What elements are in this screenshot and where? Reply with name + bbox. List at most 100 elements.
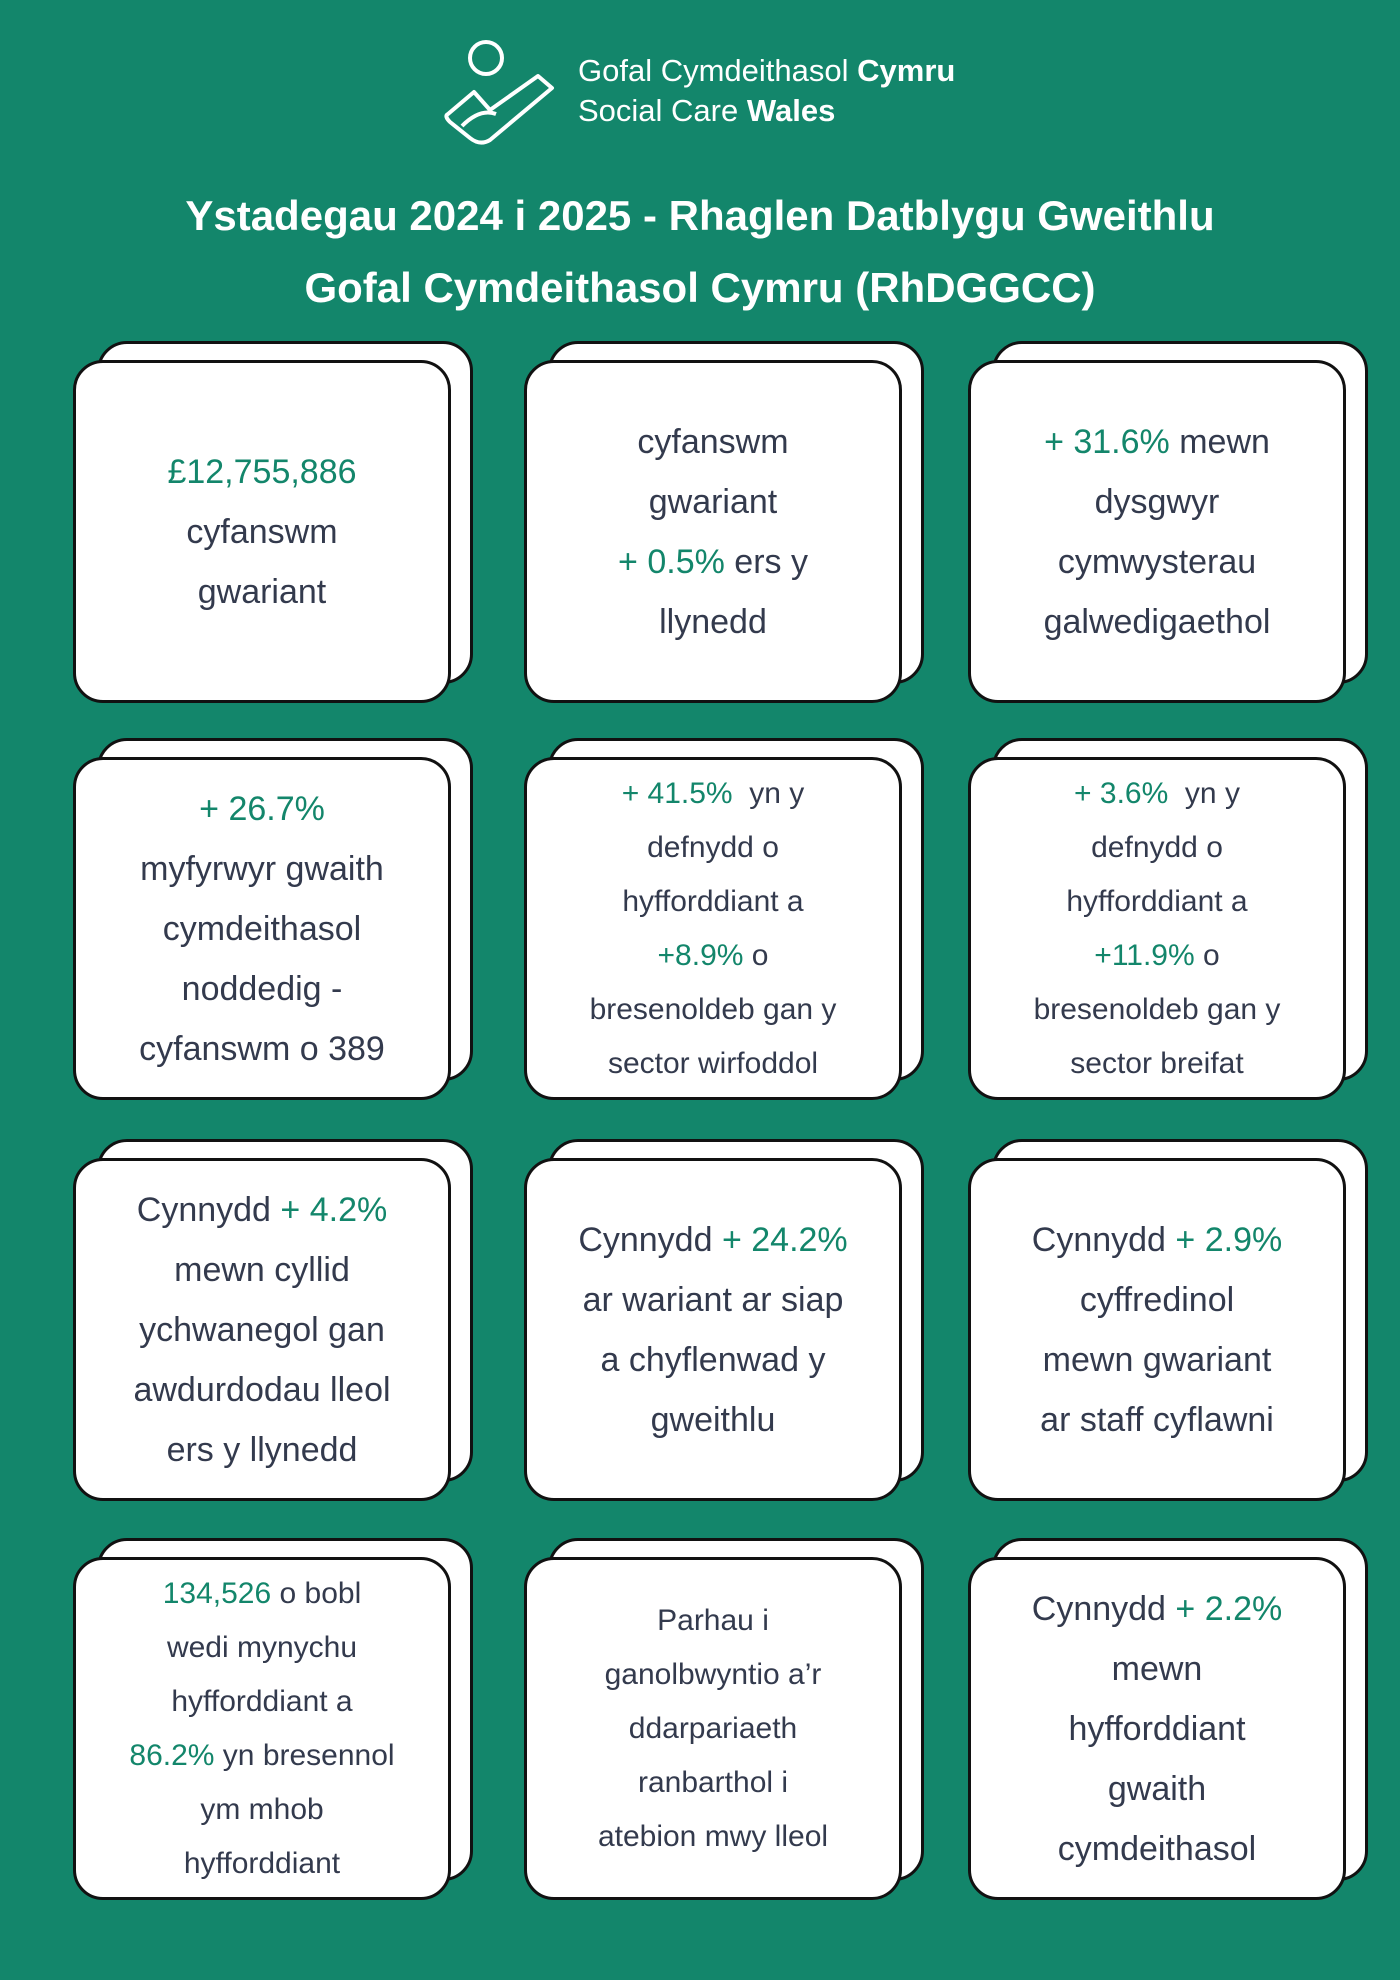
- card-line: sector wirfoddol: [608, 1037, 818, 1091]
- card-line: sector breifat: [1070, 1037, 1243, 1091]
- card-text: gwariant: [648, 482, 778, 521]
- card-line: cymwysterau: [1058, 532, 1256, 592]
- card-text: Cynnydd: [578, 1220, 722, 1259]
- card-body: Cynnydd + 4.2% mewn cyllid ychwanegol gan a…: [73, 1158, 451, 1501]
- highlight-stat: + 31.6%: [1044, 422, 1170, 461]
- page-title: Ystadegau 2024 i 2025 - Rhaglen Datblygu…: [0, 180, 1400, 324]
- stat-card: 134,526 o bobl wedi mynychu hyfforddiant a…: [73, 1538, 473, 1900]
- card-text: mewn cyllid: [174, 1250, 350, 1289]
- card-body: Cynnydd + 24.2% ar wariant ar siap a chyfl…: [524, 1158, 902, 1501]
- logo-text: Gofal Cymdeithasol Cymru Social Care Wal…: [578, 51, 955, 131]
- card-text: o: [1194, 938, 1220, 972]
- card-line: hyfforddiant a: [1066, 875, 1247, 929]
- card-line: a chyflenwad y: [601, 1330, 826, 1390]
- highlight-stat: + 24.2%: [721, 1220, 848, 1259]
- card-text: wedi mynychu: [166, 1630, 358, 1664]
- card-line: + 0.5% ers y: [618, 532, 808, 592]
- card-body: cyfanswm gwariant + 0.5% ers y llynedd: [524, 360, 902, 703]
- card-text: gwaith: [1107, 1769, 1207, 1808]
- highlight-stat: + 3.6%: [1074, 776, 1169, 810]
- card-text: ers y: [724, 542, 808, 581]
- stat-card: + 31.6% mewn dysgwyr cymwysterau galwedigae…: [968, 341, 1368, 703]
- card-text: yn y: [1168, 776, 1240, 810]
- card-line: noddedig -: [182, 959, 343, 1019]
- card-text: gwariant: [197, 572, 327, 611]
- card-body: £12,755,886 cyfanswm gwariant: [73, 360, 451, 703]
- card-body: + 31.6% mewn dysgwyr cymwysterau galwedigae…: [968, 360, 1346, 703]
- stat-card: Cynnydd + 4.2% mewn cyllid ychwanegol gan a…: [73, 1139, 473, 1501]
- card-text: defnydd o: [1091, 830, 1223, 864]
- card-line: cymdeithasol: [163, 899, 361, 959]
- card-line: hyfforddiant a: [171, 1675, 352, 1729]
- card-line: defnydd o: [647, 821, 779, 875]
- stat-card: + 41.5% yn y defnydd o hyfforddiant a +8.9%…: [524, 738, 924, 1100]
- card-text: hyfforddiant a: [622, 884, 804, 918]
- card-text: hyfforddiant a: [1066, 884, 1248, 918]
- card-line: + 3.6% yn y: [1074, 767, 1240, 821]
- card-text: mewn: [1169, 422, 1270, 461]
- title-line-1: Ystadegau 2024 i 2025 - Rhaglen Datblygu…: [185, 192, 1215, 239]
- card-line: ar wariant ar siap: [583, 1270, 844, 1330]
- card-text: ar staff cyflawni: [1040, 1400, 1274, 1439]
- card-text: sector breifat: [1070, 1046, 1244, 1080]
- card-line: 134,526 o bobl: [163, 1567, 362, 1621]
- card-text: cyfanswm: [186, 512, 338, 551]
- logo-line2-bold: Wales: [746, 93, 836, 128]
- card-text: ranbarthol i: [637, 1765, 789, 1799]
- card-line: gwariant: [649, 472, 778, 532]
- card-text: defnydd o: [647, 830, 779, 864]
- card-line: ychwanegol gan: [139, 1300, 385, 1360]
- card-text: ychwanegol gan: [139, 1310, 385, 1349]
- card-line: bresenoldeb gan y: [1034, 983, 1281, 1037]
- card-line: ranbarthol i: [638, 1756, 788, 1810]
- card-text: mewn gwariant: [1042, 1340, 1272, 1379]
- stat-card: + 26.7% myfyrwyr gwaith cymdeithasol nodded…: [73, 738, 473, 1100]
- highlight-stat: £12,755,886: [167, 452, 357, 491]
- stat-card: + 3.6% yn y defnydd o hyfforddiant a +11.9%…: [968, 738, 1368, 1100]
- stat-card: cyfanswm gwariant + 0.5% ers y llynedd: [524, 341, 924, 703]
- card-line: gwaith: [1108, 1759, 1206, 1819]
- card-line: mewn gwariant: [1043, 1330, 1272, 1390]
- card-text: cymwysterau: [1057, 542, 1257, 581]
- social-care-wales-logo: Gofal Cymdeithasol Cymru Social Care Wal…: [440, 36, 980, 146]
- title-line-2: Gofal Cymdeithasol Cymru (RhDGGCC): [304, 264, 1096, 311]
- highlight-stat: + 2.9%: [1175, 1220, 1283, 1259]
- card-line: + 26.7%: [199, 779, 325, 839]
- card-text: mewn: [1111, 1649, 1203, 1688]
- card-line: hyfforddiant a: [622, 875, 803, 929]
- card-text: ar wariant ar siap: [582, 1280, 844, 1319]
- card-line: 86.2% yn bresennol: [129, 1729, 394, 1783]
- card-line: cyffredinol: [1080, 1270, 1234, 1330]
- highlight-stat: 134,526: [162, 1576, 272, 1610]
- card-line: ym mhob: [200, 1783, 323, 1837]
- card-line: Cynnydd + 4.2%: [137, 1180, 387, 1240]
- card-text: a chyflenwad y: [600, 1340, 826, 1379]
- card-line: ar staff cyflawni: [1040, 1390, 1274, 1450]
- card-text: cyffredinol: [1079, 1280, 1235, 1319]
- card-text: myfyrwyr gwaith: [140, 849, 384, 888]
- card-text: llynedd: [659, 602, 767, 641]
- card-text: bresenoldeb gan y: [589, 992, 837, 1026]
- highlight-stat: + 4.2%: [280, 1190, 388, 1229]
- card-line: cymdeithasol: [1058, 1819, 1256, 1879]
- card-body: 134,526 o bobl wedi mynychu hyfforddiant a…: [73, 1557, 451, 1900]
- card-text: Cynnydd: [1031, 1589, 1176, 1628]
- logo-person-icon: [444, 40, 554, 145]
- card-line: llynedd: [659, 592, 767, 652]
- card-text: cymdeithasol: [162, 909, 362, 948]
- stat-card: £12,755,886 cyfanswm gwariant: [73, 341, 473, 703]
- card-line: wedi mynychu: [167, 1621, 357, 1675]
- card-body: Cynnydd + 2.9% cyffredinol mewn gwariant ar…: [968, 1158, 1346, 1501]
- card-text: ym mhob: [200, 1792, 324, 1826]
- card-text: cyfanswm o 389: [139, 1029, 385, 1068]
- card-body: Cynnydd + 2.2% mewn hyfforddiant gwaith cymd…: [968, 1557, 1346, 1900]
- card-body: + 41.5% yn y defnydd o hyfforddiant a +8.9%…: [524, 757, 902, 1100]
- card-line: gweithlu: [651, 1390, 776, 1450]
- card-text: ddarpariaeth: [628, 1711, 798, 1745]
- card-line: mewn cyllid: [174, 1240, 350, 1300]
- card-line: + 31.6% mewn: [1044, 412, 1270, 472]
- card-line: atebion mwy lleol: [598, 1810, 828, 1864]
- card-line: Parhau i: [657, 1594, 769, 1648]
- stat-card: Parhau i ganolbwyntio a’r ddarpariaeth ranb…: [524, 1538, 924, 1900]
- card-line: + 41.5% yn y: [622, 767, 805, 821]
